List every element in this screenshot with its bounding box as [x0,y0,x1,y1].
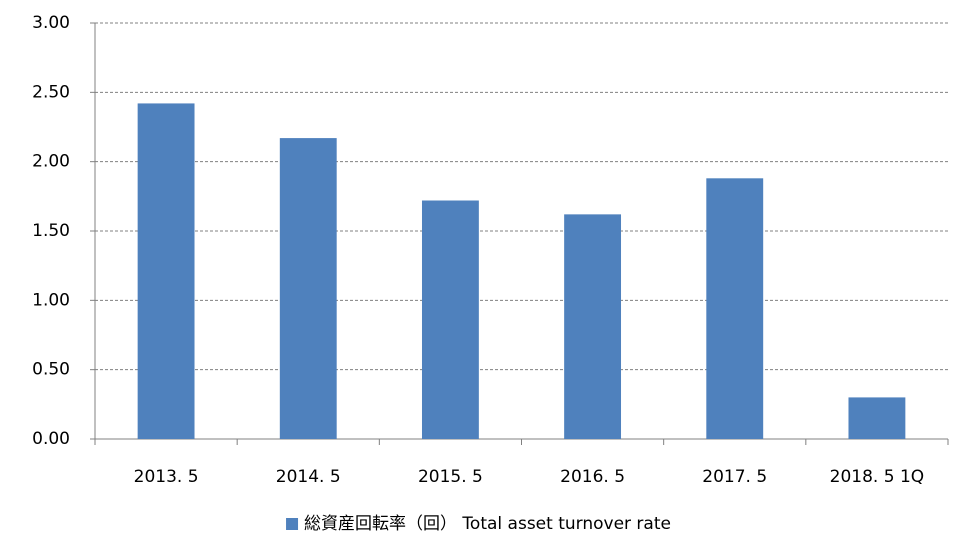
bar [421,200,479,439]
y-tick-label: 2.00 [32,152,70,172]
bar [137,103,195,439]
x-tick-label: 2014. 5 [276,467,341,487]
legend-label: 総資産回転率（回） Total asset turnover rate [304,514,671,534]
bar [564,214,622,439]
legend-swatch [286,518,299,530]
bar [706,178,764,439]
x-tick-label: 2017. 5 [702,467,767,487]
y-tick-label: 2.50 [32,82,70,102]
bar [848,397,906,439]
y-tick-label: 0.50 [32,360,70,380]
x-tick-label: 2013. 5 [134,467,199,487]
x-tick-label: 2015. 5 [418,467,483,487]
bar [279,138,337,440]
y-tick-label: 0.00 [32,429,70,449]
y-tick-label: 1.00 [32,290,70,310]
y-tick-label: 3.00 [32,13,70,33]
x-tick-label: 2016. 5 [560,467,625,487]
x-tick-label: 2018. 5 1Q [830,467,925,487]
y-tick-label: 1.50 [32,221,70,241]
